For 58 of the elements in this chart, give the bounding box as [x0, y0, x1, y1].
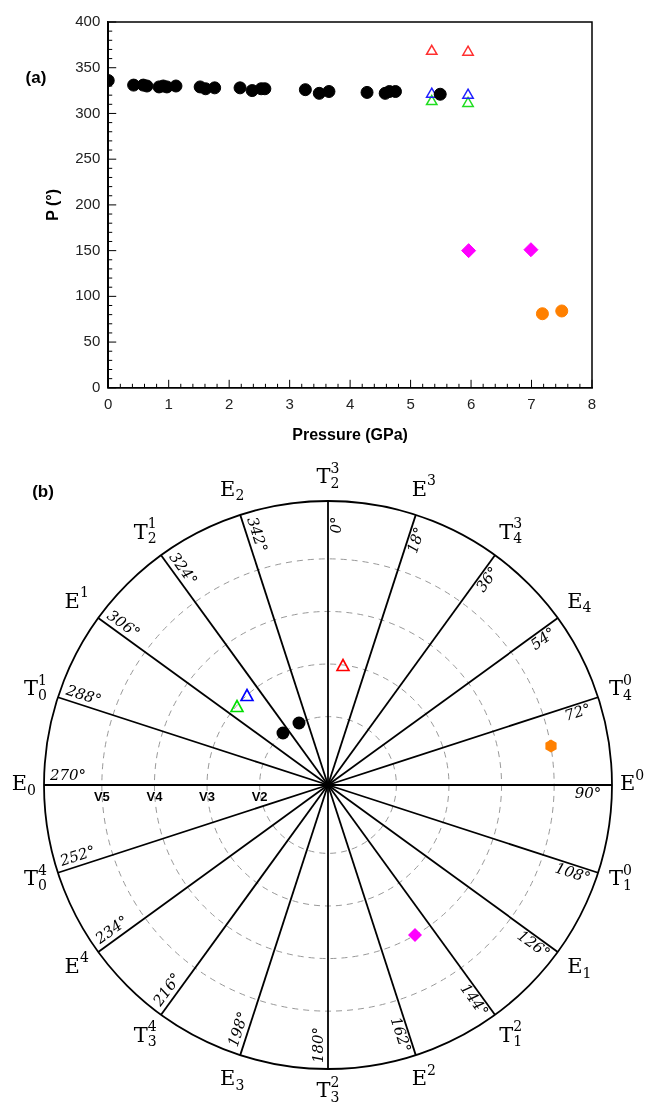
- point: [233, 81, 247, 95]
- y-tick-label: 0: [91, 377, 101, 395]
- text: 180°: [308, 1026, 327, 1064]
- x-tick-label: 6: [466, 394, 476, 412]
- x-tick-label: 5: [406, 394, 415, 412]
- text: 342°: [243, 514, 272, 555]
- point: [140, 79, 154, 93]
- text: 54°: [526, 623, 560, 654]
- point: [360, 85, 374, 99]
- x-tick-label: 8: [587, 394, 597, 412]
- text: 288°: [62, 680, 104, 710]
- y-tick-label: 300: [75, 103, 101, 121]
- text: 0°: [326, 516, 345, 534]
- x-axis-title: Pressure (GPa): [292, 425, 408, 443]
- y-tick-label: 350: [75, 57, 101, 75]
- point: [425, 44, 438, 56]
- y-tick-label: 150: [75, 240, 101, 258]
- text: 270°: [48, 765, 87, 784]
- y-axis-title: P (°): [44, 188, 62, 221]
- text: (b): [32, 481, 54, 501]
- point: [169, 79, 183, 93]
- text: (a): [25, 67, 47, 87]
- text: 306°: [103, 606, 144, 642]
- point: [461, 243, 477, 259]
- y-tick-label: 100: [75, 286, 101, 304]
- text: V4: [146, 789, 164, 805]
- point: [425, 94, 438, 106]
- text: 162°: [386, 1014, 415, 1055]
- text: 18°: [403, 524, 429, 556]
- x-tick-label: 7: [527, 394, 536, 412]
- point: [555, 304, 569, 318]
- x-tick-label: 2: [225, 394, 234, 412]
- text: 108°: [552, 858, 593, 887]
- point: [523, 242, 539, 258]
- point: [462, 88, 474, 99]
- x-tick-label: 3: [285, 394, 294, 412]
- y-tick-label: 250: [75, 149, 101, 167]
- point: [208, 81, 222, 95]
- text: V3: [199, 789, 215, 805]
- point: [462, 96, 474, 108]
- y-tick-label: 200: [75, 195, 101, 213]
- x-tick-label: 1: [164, 394, 173, 412]
- x-tick-label: 4: [345, 394, 355, 412]
- y-tick-label: 50: [83, 332, 101, 350]
- point: [535, 307, 549, 321]
- point: [322, 85, 336, 98]
- text: 72°: [562, 699, 594, 725]
- text: 252°: [56, 841, 98, 871]
- point: [298, 83, 312, 97]
- text: V2: [251, 789, 268, 805]
- point: [433, 87, 447, 101]
- point: [462, 45, 474, 56]
- text: V5: [93, 789, 110, 805]
- y-tick-label: 400: [75, 12, 101, 30]
- x-tick-label: 0: [104, 394, 113, 412]
- text: 90°: [574, 783, 602, 802]
- text: 198°: [223, 1009, 253, 1050]
- text: 126°: [513, 926, 554, 963]
